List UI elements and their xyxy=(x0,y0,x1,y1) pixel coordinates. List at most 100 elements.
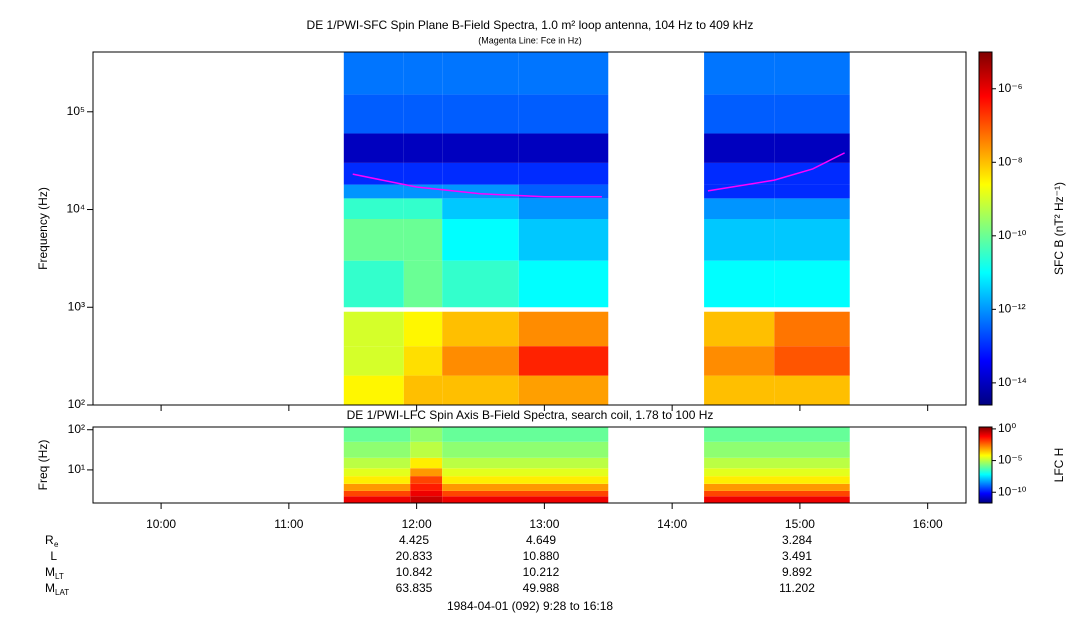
spectrum-cell xyxy=(410,476,443,484)
spectrum-cell xyxy=(704,94,775,134)
spectrum-cell xyxy=(410,441,443,458)
colorbar-tick-label: 10⁻⁵ xyxy=(998,453,1023,467)
ephemeris-label-sub: LT xyxy=(55,572,64,581)
spectrum-cell xyxy=(343,311,404,347)
spectrum-cell xyxy=(403,311,443,347)
spectrum-cell xyxy=(442,346,519,376)
fce-line xyxy=(352,152,845,198)
spectrum-cell xyxy=(774,162,850,185)
spectrum-cell xyxy=(442,311,519,347)
spectrum-cell xyxy=(442,52,519,95)
ephemeris-label: R xyxy=(45,533,54,547)
spectrum-cell xyxy=(410,427,443,442)
spectrum-cell xyxy=(442,260,519,308)
spectrum-cell xyxy=(774,94,850,134)
spectrum-cell xyxy=(704,346,775,376)
spectrum-cell xyxy=(403,94,443,134)
x-tick-label: 12:00 xyxy=(402,517,432,531)
spectrum-cell xyxy=(704,311,775,347)
spectrum-cell xyxy=(518,311,609,347)
spectrum-cell xyxy=(343,133,404,163)
spectrum-cell xyxy=(343,476,411,484)
spectrum-cell xyxy=(343,52,404,95)
spectrum-cell xyxy=(343,483,411,491)
spectrum-cell xyxy=(442,375,519,405)
colorbar xyxy=(978,51,993,406)
spectrum-cell xyxy=(343,184,404,199)
colorbar-label: SFC B (nT² Hz⁻¹) xyxy=(1052,182,1066,275)
colorbar-tick-label: 10⁰ xyxy=(998,421,1016,435)
spectrum-cell xyxy=(774,218,850,261)
spectrum-cell xyxy=(518,198,609,219)
spectrum-cell xyxy=(343,496,411,503)
spectrum-cell xyxy=(774,52,850,95)
spectrum-cell xyxy=(774,311,850,347)
chart-title: DE 1/PWI-SFC Spin Plane B-Field Spectra,… xyxy=(307,18,754,32)
ephemeris-label: M xyxy=(45,565,55,579)
time-range: 1984-04-01 (092) 9:28 to 16:18 xyxy=(447,599,613,613)
spectrum-cell xyxy=(704,133,775,163)
spectrum-cell xyxy=(343,427,411,442)
spectrum-cell xyxy=(403,162,443,185)
spectrum-cell xyxy=(518,184,609,199)
y-tick-label: 10³ xyxy=(68,299,85,313)
spectrum-cell xyxy=(518,52,609,95)
plot-frame xyxy=(92,51,967,406)
spectrum-cell xyxy=(403,198,443,219)
spectrum-cell xyxy=(704,162,775,185)
spectrum-cell xyxy=(518,94,609,134)
spectrum-cell xyxy=(442,496,609,503)
spectrum-cell xyxy=(518,260,609,308)
spectrum-cell xyxy=(343,218,404,261)
x-tick-label: 11:00 xyxy=(274,517,303,531)
spectrum-cell xyxy=(774,346,850,376)
spectrum-cell xyxy=(410,496,443,503)
spectrum-cell xyxy=(774,260,850,308)
spectrum-cell xyxy=(343,162,404,185)
spectrum-cell xyxy=(403,184,443,199)
spectrum-cell xyxy=(442,490,609,497)
spectrum-cell xyxy=(403,346,443,376)
spectrum-cell xyxy=(343,468,411,477)
spectrum-cell xyxy=(442,133,519,163)
spectrum-cell xyxy=(343,94,404,134)
spectrum-cell xyxy=(442,427,609,442)
spectrum-cell xyxy=(403,133,443,163)
spectrum-cell xyxy=(704,476,850,484)
spectrum-cell xyxy=(704,260,775,308)
ephemeris-value: 49.988 xyxy=(523,581,560,595)
spectrum-cell xyxy=(518,133,609,163)
spectrum-cell xyxy=(343,457,411,469)
spectrum-cell xyxy=(518,218,609,261)
spectrum-cell xyxy=(442,162,519,185)
spectrum-cell xyxy=(410,468,443,477)
spectrum-cell xyxy=(343,441,411,458)
y-tick-label: 10⁴ xyxy=(66,202,85,216)
colorbar-label: LFC H xyxy=(1052,448,1066,483)
ephemeris-label-sub: e xyxy=(54,540,59,549)
ephemeris-value: 10.212 xyxy=(523,565,560,579)
colorbar-tick-label: 10⁻¹² xyxy=(998,302,1026,316)
ephemeris-value: 4.649 xyxy=(526,533,556,547)
spectrum-cell xyxy=(518,346,609,376)
ephemeris-value: 4.425 xyxy=(399,533,429,547)
spectrum-cell xyxy=(518,375,609,405)
colorbar-tick-label: 10⁻⁸ xyxy=(998,154,1023,168)
spectrum-cell xyxy=(704,483,850,491)
spectrum-cell xyxy=(704,441,850,458)
spectrum-cell xyxy=(442,94,519,134)
y-tick-label: 10² xyxy=(68,397,85,411)
x-tick-label: 15:00 xyxy=(785,517,815,531)
spectrum-cell xyxy=(403,375,443,405)
spectrum-cell xyxy=(442,441,609,458)
chart-subtitle: (Magenta Line: Fce in Hz) xyxy=(478,35,582,45)
spectrum-cell xyxy=(442,457,609,469)
spectrum-cell xyxy=(442,198,519,219)
ephemeris-label: L xyxy=(50,549,57,563)
colorbar-tick-label: 10⁻¹⁰ xyxy=(998,228,1027,242)
y-tick-label: 10² xyxy=(68,422,85,436)
spectrum-cell xyxy=(704,468,850,477)
y-axis-label: Freq (Hz) xyxy=(36,440,50,491)
spectrum-cell xyxy=(774,198,850,219)
